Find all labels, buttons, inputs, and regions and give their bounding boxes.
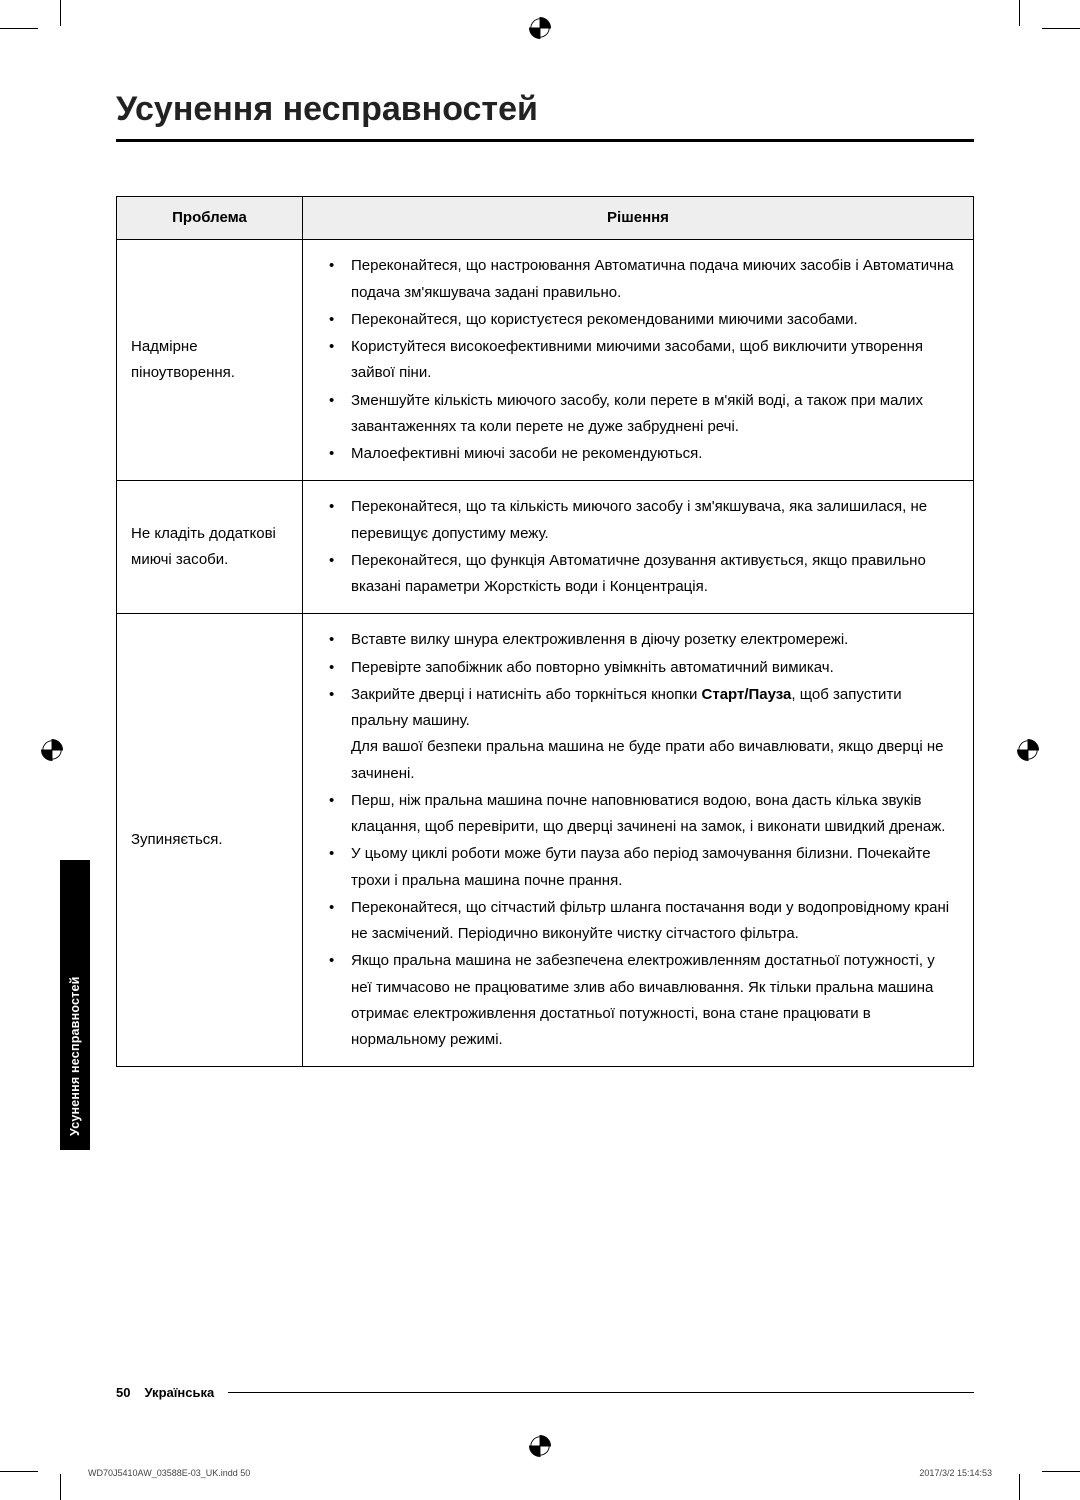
solution-cell: Переконайтеся, що та кількість миючого з…	[303, 481, 974, 614]
crop-mark	[1042, 28, 1080, 29]
crop-mark	[1019, 1474, 1020, 1500]
list-item: Зменшуйте кількість миючого засобу, коли…	[329, 388, 955, 441]
crop-mark	[0, 1471, 38, 1472]
list-item: Переконайтеся, що функція Автоматичне до…	[329, 548, 955, 601]
section-tab: Усунення несправностей	[60, 860, 90, 1150]
print-timestamp: 2017/3/2 15:14:53	[919, 1468, 992, 1478]
page-footer: 50 Українська	[116, 1385, 974, 1400]
crop-mark	[60, 0, 61, 26]
list-item: Вставте вилку шнура електроживлення в ді…	[329, 627, 955, 653]
problem-cell: Зупиняється.	[117, 614, 303, 1067]
registration-mark-icon	[38, 736, 66, 764]
registration-mark-icon	[526, 1432, 554, 1460]
col-header-solution: Рішення	[303, 197, 974, 240]
title-rule	[116, 139, 974, 142]
page-content: Усунення несправностей Проблема Рішення …	[116, 90, 974, 1067]
footer-rule	[228, 1392, 974, 1393]
bold-text: Старт/Пауза	[702, 686, 792, 703]
solution-list: Вставте вилку шнура електроживлення в ді…	[311, 627, 955, 1053]
table-row: Не кладіть додаткові миючі засоби. Переко…	[117, 481, 974, 614]
crop-mark	[1019, 0, 1020, 26]
table-row: Надмірне піноутворення. Переконайтеся, що…	[117, 240, 974, 481]
solution-list: Переконайтеся, що та кількість миючого з…	[311, 494, 955, 600]
problem-cell: Надмірне піноутворення.	[117, 240, 303, 481]
list-item: Переконайтеся, що користуєтеся рекомендо…	[329, 307, 955, 333]
list-item: Переконайтеся, що настроювання Автоматич…	[329, 253, 955, 306]
list-item: Якщо пральна машина не забезпечена елект…	[329, 948, 955, 1053]
solution-cell: Вставте вилку шнура електроживлення в ді…	[303, 614, 974, 1067]
troubleshooting-table: Проблема Рішення Надмірне піноутворення.…	[116, 196, 974, 1067]
solution-cell: Переконайтеся, що настроювання Автоматич…	[303, 240, 974, 481]
sub-text: Для вашої безпеки пральна машина не буде…	[351, 734, 955, 787]
page-number: 50	[116, 1385, 130, 1400]
list-item: Малоефективні миючі засоби не рекомендую…	[329, 441, 955, 467]
crop-mark	[60, 1474, 61, 1500]
problem-cell: Не кладіть додаткові миючі засоби.	[117, 481, 303, 614]
solution-list: Переконайтеся, що настроювання Автоматич…	[311, 253, 955, 467]
list-item: Перш, ніж пральна машина почне наповнюва…	[329, 788, 955, 841]
list-item: Переконайтеся, що та кількість миючого з…	[329, 494, 955, 547]
crop-mark	[0, 28, 38, 29]
col-header-problem: Проблема	[117, 197, 303, 240]
registration-mark-icon	[526, 14, 554, 42]
crop-mark	[1042, 1471, 1080, 1472]
page-title: Усунення несправностей	[116, 90, 974, 129]
list-item: Закрийте дверці і натисніть або торкніть…	[329, 682, 955, 787]
list-item: Переконайтеся, що сітчастий фільтр шланг…	[329, 895, 955, 948]
print-file: WD70J5410AW_03588E-03_UK.indd 50	[88, 1468, 250, 1478]
print-footer: WD70J5410AW_03588E-03_UK.indd 50 2017/3/…	[88, 1468, 992, 1478]
table-row: Зупиняється. Вставте вилку шнура електрож…	[117, 614, 974, 1067]
list-item: Користуйтеся високоефективними миючими з…	[329, 334, 955, 387]
list-item: Перевірте запобіжник або повторно увімкн…	[329, 655, 955, 681]
page-language: Українська	[144, 1385, 214, 1400]
registration-mark-icon	[1014, 736, 1042, 764]
list-item: У цьому циклі роботи може бути пауза або…	[329, 841, 955, 894]
